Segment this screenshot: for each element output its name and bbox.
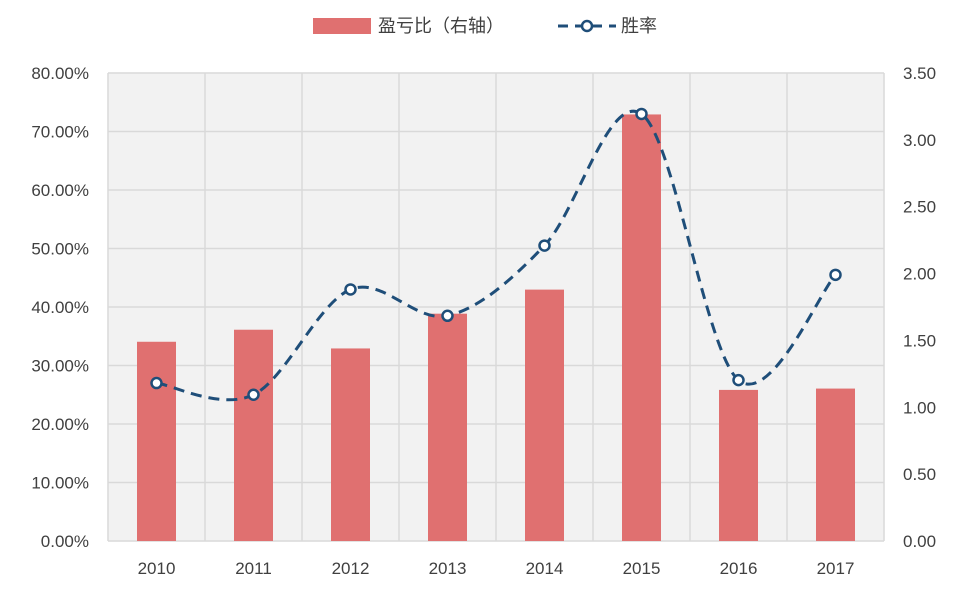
y-left-tick-label: 40.00% — [31, 298, 89, 317]
y-right-tick-label: 2.00 — [903, 265, 936, 284]
point-2014 — [538, 239, 551, 252]
bars — [137, 114, 855, 542]
bar-2012 — [331, 348, 370, 541]
y-left-tick-label: 30.00% — [31, 357, 89, 376]
y-right-tick-label: 3.00 — [903, 131, 936, 150]
bar-2014 — [525, 289, 564, 541]
x-tick-label: 2017 — [817, 559, 855, 578]
y-left-tick-label: 80.00% — [31, 64, 89, 83]
axes: 0.00% 10.00% 20.00% 30.00% 40.00% 50.00% 60.00… — [31, 64, 936, 578]
x-tick-label: 2010 — [138, 559, 176, 578]
x-tick-label: 2016 — [720, 559, 758, 578]
line-series — [150, 107, 842, 402]
y-left-tick-label: 20.00% — [31, 415, 89, 434]
legend-bar-label: 盈亏比（右轴） — [378, 16, 504, 36]
legend: 盈亏比（右轴） 胜率 — [313, 16, 657, 36]
point-2017 — [829, 268, 842, 282]
bar-2017 — [816, 388, 855, 541]
y-right-tick-label: 1.50 — [903, 331, 936, 350]
y-left-tick-label: 70.00% — [31, 123, 89, 142]
point-2012 — [344, 283, 357, 296]
legend-line-marker — [580, 19, 594, 33]
point-2013 — [441, 309, 454, 323]
x-tick-label: 2012 — [332, 559, 370, 578]
y-right-tick-label: 3.50 — [903, 64, 936, 83]
y-left-tick-label: 50.00% — [31, 240, 89, 259]
legend-line-label: 胜率 — [621, 16, 657, 36]
x-tick-label: 2011 — [235, 559, 272, 578]
bar-2016 — [719, 389, 758, 541]
y-left-tick-label: 0.00% — [41, 532, 89, 551]
bar-2015 — [622, 114, 661, 542]
y-left-tick-label: 10.00% — [31, 474, 89, 493]
y-right-tick-label: 1.00 — [903, 398, 936, 417]
y-left-tick-label: 60.00% — [31, 181, 89, 200]
x-tick-label: 2015 — [623, 559, 661, 578]
point-2016 — [732, 373, 745, 387]
x-tick-label: 2014 — [526, 559, 564, 578]
bar-2011 — [234, 329, 273, 541]
point-2011 — [247, 388, 260, 401]
y-right-tick-label: 2.50 — [903, 198, 936, 217]
point-2010 — [150, 376, 163, 390]
bar-2010 — [137, 341, 176, 541]
point-2015 — [635, 107, 648, 121]
y-right-tick-label: 0.50 — [903, 465, 936, 484]
x-tick-label: 2013 — [429, 559, 467, 578]
y-right-tick-label: 0.00 — [903, 532, 936, 551]
legend-bar-swatch — [313, 18, 371, 34]
bar-2013 — [428, 313, 467, 541]
